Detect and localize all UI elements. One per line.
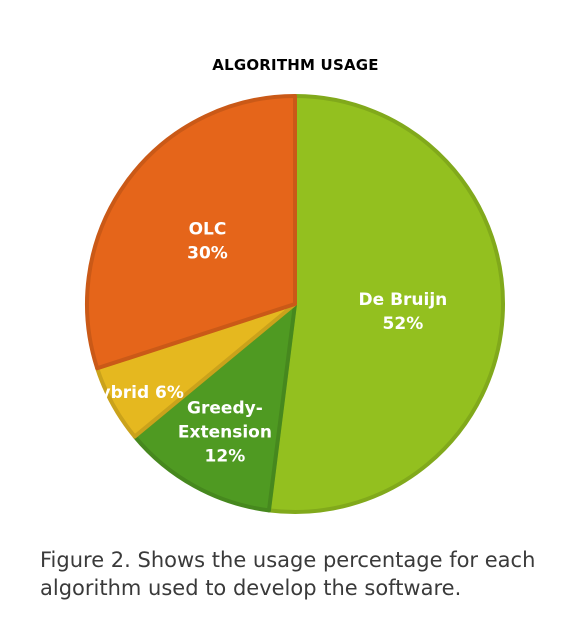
- pie-label-olc: OLC 30%: [187, 219, 228, 263]
- pie-slice-de-bruijn: [266, 94, 505, 514]
- pie-slice-greedy-extension: [132, 302, 297, 513]
- pie-slice-olc: [85, 94, 297, 371]
- chart-title: ALGORITHM USAGE: [212, 56, 379, 74]
- caption-line-1: Figure 2. Shows the usage percentage for…: [40, 548, 536, 572]
- pie-label-de-bruijn: De Bruijn 52%: [359, 290, 448, 334]
- pie-label-greedy-extension: Greedy-Extension 12%: [178, 399, 272, 467]
- pie-chart: De Bruijn 52% Greedy-Extension 12%Hybrid 6%…: [85, 94, 505, 514]
- caption-line-2: algorithm used to develop the software.: [40, 576, 462, 600]
- figure-caption: Figure 2. Shows the usage percentage for…: [40, 546, 560, 602]
- pie-label-hybrid: Hybrid 6%: [85, 383, 184, 403]
